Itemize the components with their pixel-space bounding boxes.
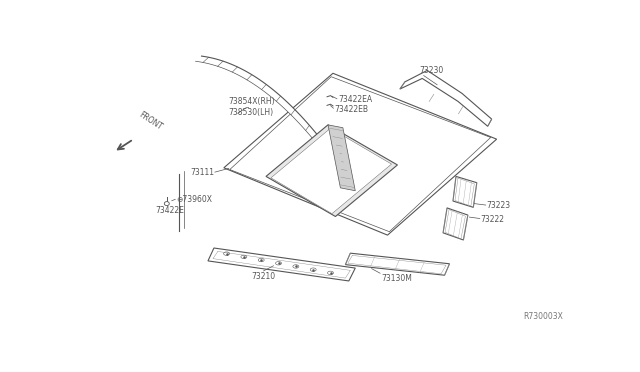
- Text: 73422E: 73422E: [156, 206, 184, 215]
- Text: R730003X: R730003X: [524, 312, 564, 321]
- Text: ⊖73960X: ⊖73960X: [177, 195, 212, 204]
- Polygon shape: [453, 176, 477, 207]
- Text: FRONT: FRONT: [137, 110, 164, 132]
- Polygon shape: [346, 253, 449, 275]
- Text: 73210: 73210: [252, 272, 276, 281]
- Text: 73111: 73111: [190, 168, 214, 177]
- Polygon shape: [224, 73, 497, 235]
- Text: 73854X(RH): 73854X(RH): [229, 97, 275, 106]
- Text: 73422EA: 73422EA: [338, 94, 372, 103]
- Text: 73223: 73223: [486, 201, 511, 209]
- Text: 73130M: 73130M: [381, 274, 412, 283]
- Text: 73222: 73222: [481, 215, 505, 224]
- Text: 738530(LH): 738530(LH): [229, 108, 274, 117]
- Text: 73230: 73230: [420, 66, 444, 75]
- Polygon shape: [196, 56, 343, 174]
- Polygon shape: [443, 208, 468, 240]
- Polygon shape: [266, 125, 397, 217]
- Polygon shape: [400, 70, 492, 126]
- Text: 73422EB: 73422EB: [335, 105, 369, 113]
- Polygon shape: [328, 125, 355, 191]
- Ellipse shape: [164, 202, 169, 206]
- Polygon shape: [208, 248, 355, 281]
- Polygon shape: [271, 128, 392, 214]
